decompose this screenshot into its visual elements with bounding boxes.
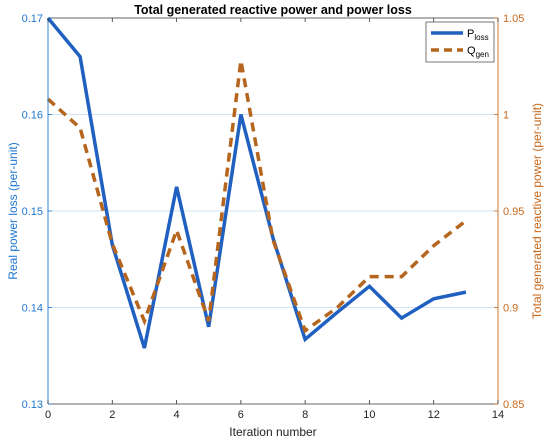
y-left-tick-label: 0.15 (22, 206, 43, 218)
x-tick-label: 10 (363, 409, 375, 421)
series-line-ploss (46, 16, 467, 349)
legend-box (425, 21, 495, 63)
y-right-tick-label: 1 (503, 110, 509, 122)
y-axis-right-label: Total generated reactive power (per-unit… (530, 103, 544, 319)
legend: Ploss Qgen (425, 21, 495, 63)
x-tick-label: 0 (45, 409, 51, 421)
y-left-tick-label: 0.13 (22, 399, 43, 411)
legend-qgen-label: Qgen (467, 45, 489, 59)
y-right-tick-label: 0.9 (503, 303, 518, 315)
y-right-tick-label: 0.95 (503, 206, 524, 218)
x-axis-label: Iteration number (229, 425, 316, 439)
y-right-tick-label: 1.05 (503, 13, 524, 25)
legend-ploss-main: P (467, 28, 474, 40)
x-tick-label: 14 (492, 409, 504, 421)
x-tick-label: 8 (302, 409, 308, 421)
y-right-tick-label: 0.85 (503, 399, 524, 411)
y-axis-left-label: Real power loss (per-unit) (6, 142, 20, 279)
x-tick-label: 4 (174, 409, 180, 421)
legend-ploss-sub: loss (474, 33, 488, 42)
y-left-tick-label: 0.17 (22, 13, 43, 25)
y-left-tick-label: 0.14 (22, 303, 43, 315)
grid (48, 114, 498, 308)
legend-ploss-label: Ploss (467, 28, 489, 42)
x-tick-label: 6 (238, 409, 244, 421)
x-tick-label: 12 (428, 409, 440, 421)
series-layer (46, 16, 467, 349)
x-tick-label: 2 (109, 409, 115, 421)
legend-qgen-sub: gen (476, 50, 489, 59)
y-left-tick-label: 0.16 (22, 110, 43, 122)
axes: 0 2 4 6 8 10 12 14 0.13 0.14 0.15 0.16 0.17 0.85 0.9 0.… (22, 13, 525, 421)
chart-title: Total generated reactive power and power… (134, 3, 412, 17)
legend-qgen-main: Q (467, 45, 476, 57)
